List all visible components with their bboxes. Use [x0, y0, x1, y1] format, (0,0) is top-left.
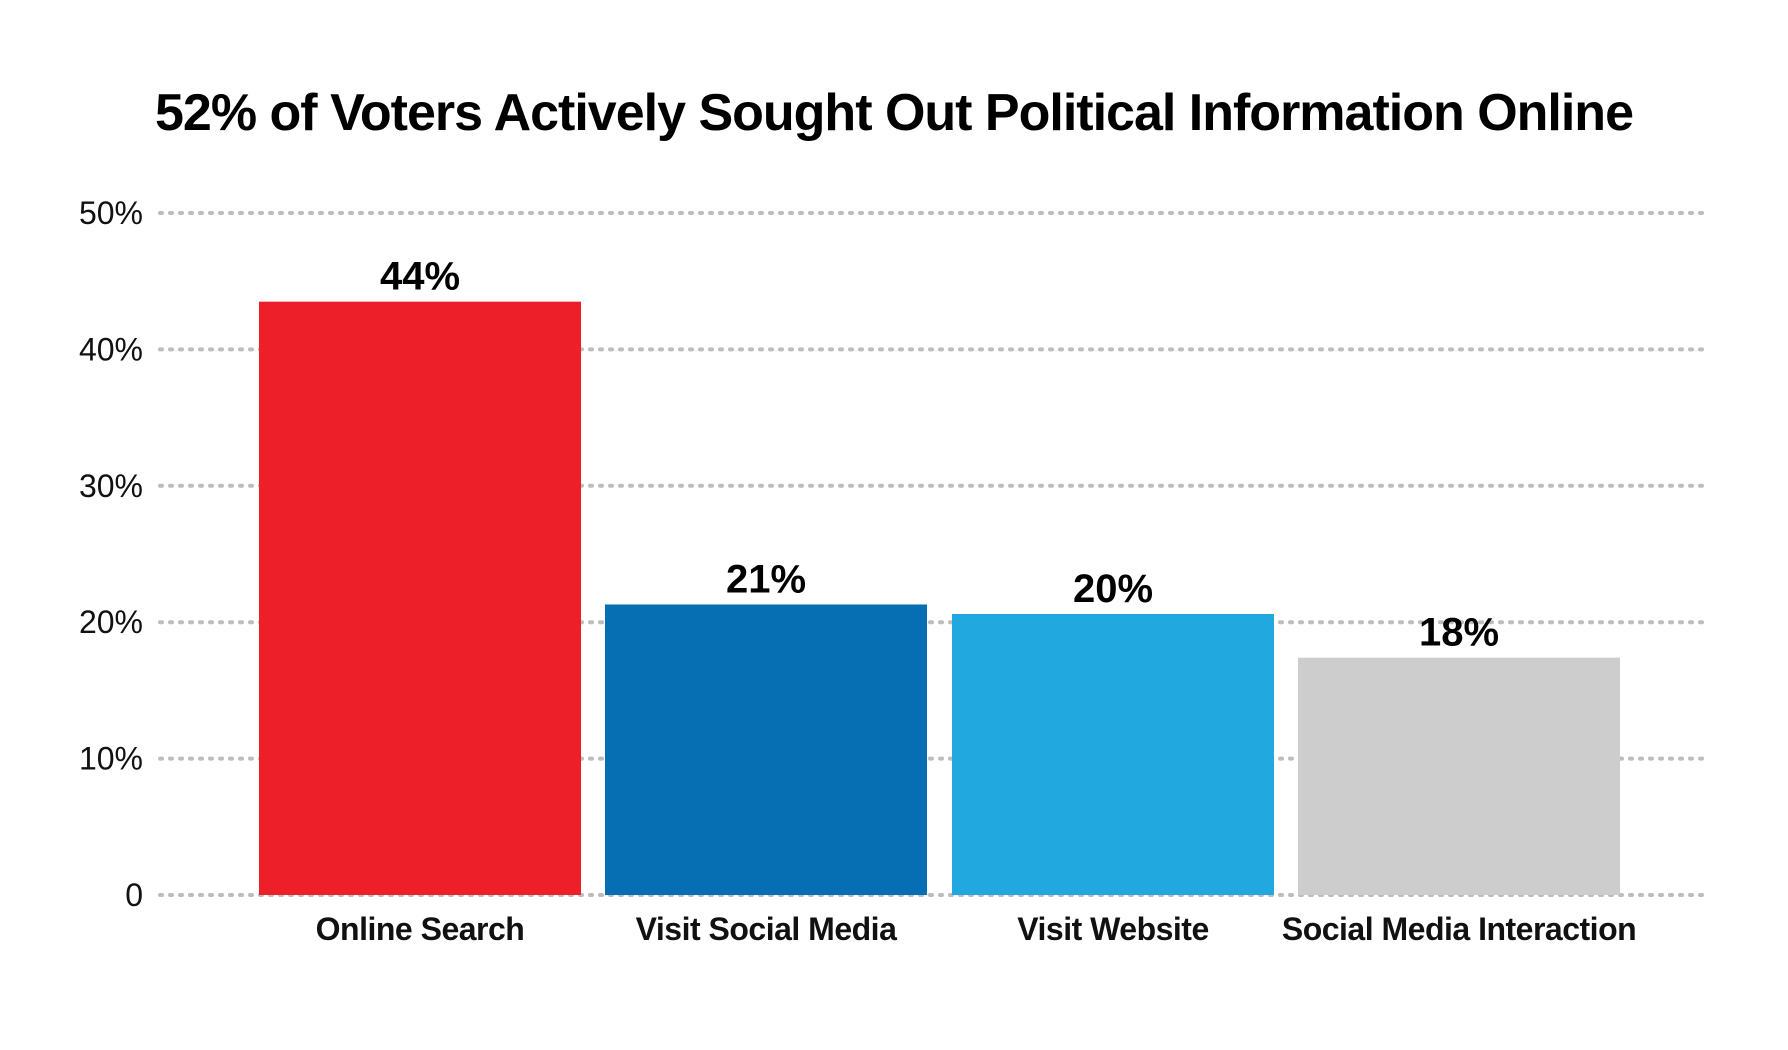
chart-title: 52% of Voters Actively Sought Out Politi… [155, 84, 1633, 142]
gridlines [158, 211, 1707, 897]
data-label: 20% [1073, 567, 1153, 611]
x-tick-label: Online Search [316, 911, 525, 947]
y-tick-label: 20% [79, 604, 143, 640]
y-tick-label: 40% [79, 331, 143, 367]
bar-online-search [259, 301, 581, 895]
x-tick-label: Social Media Interaction [1282, 911, 1636, 947]
x-axis-ticks: Online Search Visit Social Media Visit Web… [316, 911, 1637, 947]
data-label: 44% [380, 255, 460, 299]
y-tick-label: 30% [79, 468, 143, 504]
bars [259, 301, 1620, 895]
data-labels: 44% 21% 20% 18% [380, 255, 1499, 655]
x-tick-label: Visit Social Media [636, 911, 897, 947]
bar-visit-social-media [605, 604, 927, 895]
y-tick-label: 10% [79, 741, 143, 777]
bar-visit-website [952, 614, 1274, 895]
bar-social-media-interaction [1298, 657, 1620, 895]
data-label: 21% [726, 557, 806, 601]
x-tick-label: Visit Website [1017, 911, 1209, 947]
y-tick-label: 50% [79, 195, 143, 231]
y-axis-ticks: 0 10% 20% 30% 40% 50% [79, 195, 143, 913]
y-tick-label: 0 [125, 877, 143, 913]
data-label: 18% [1419, 611, 1499, 655]
